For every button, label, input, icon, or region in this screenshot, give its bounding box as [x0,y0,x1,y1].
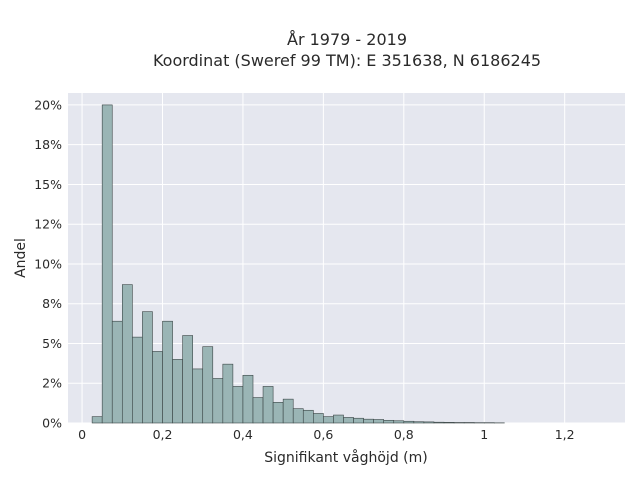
y-tick-labels: 0% 2% 5% 8% 10% 12% 15% 18% 20% [34,97,62,430]
histogram-bar [363,418,374,424]
histogram-bar [292,408,304,424]
histogram-bar [323,416,334,424]
histogram-bar [202,346,214,424]
histogram-bar [212,378,224,424]
chart-title-line-1: År 1979 - 2019 [287,30,407,49]
y-axis-label: Andel [13,238,29,278]
histogram-bar [111,320,123,424]
histogram-bar [232,386,244,424]
histogram-bar [333,414,344,424]
histogram-bar [373,419,385,424]
y-tick-label: 5% [42,336,62,351]
y-tick-label: 12% [34,217,62,232]
y-tick-label: 10% [34,256,62,271]
histogram-bar [182,335,193,424]
x-tick-label: 1 [480,427,488,442]
y-tick-label: 18% [34,137,62,152]
histogram-bar [222,363,234,424]
y-tick-label: 8% [42,296,62,311]
histogram-bar [91,416,103,424]
histogram-bar [413,421,425,424]
x-tick-label: 0,4 [233,427,253,442]
histogram-bar [353,417,364,424]
x-tick-label: 0 [78,427,86,442]
histogram-bar [152,351,163,424]
histogram-bar [101,104,113,424]
histogram-bar [282,398,294,424]
histogram-bar [132,336,143,424]
histogram-bar [343,417,354,424]
histogram-bar [423,421,435,424]
x-tick-label: 0,2 [153,427,173,442]
y-tick-label: 0% [42,416,62,431]
histogram-bar [121,284,133,424]
histogram-bar [393,420,405,424]
histogram-bar [443,422,455,424]
histogram-bar [433,421,445,424]
histogram-bar [162,320,173,424]
histogram-bar [252,397,264,424]
histogram-bar [172,359,183,424]
histogram-bars [91,104,505,424]
histogram-bar [383,419,395,424]
histogram-bar [262,386,274,424]
histogram-bar [192,368,204,424]
y-tick-label: 20% [34,97,62,112]
histogram-bar [142,311,153,424]
histogram-bar [313,413,324,424]
x-tick-labels: 0 0,2 0,4 0,6 0,8 1 1,2 [78,427,575,442]
y-tick-label: 2% [42,376,62,391]
histogram-bar [403,420,415,424]
x-axis-label: Signifikant våghöjd (m) [264,449,427,466]
histogram-bar [302,409,314,424]
histogram-bar [272,402,284,424]
chart-title-line-2: Koordinat (Sweref 99 TM): E 351638, N 61… [153,51,541,70]
histogram-bar [242,374,254,424]
x-tick-label: 0,8 [394,427,414,442]
x-tick-label: 0,6 [313,427,333,442]
x-tick-label: 1,2 [555,427,575,442]
y-tick-label: 15% [34,177,62,192]
